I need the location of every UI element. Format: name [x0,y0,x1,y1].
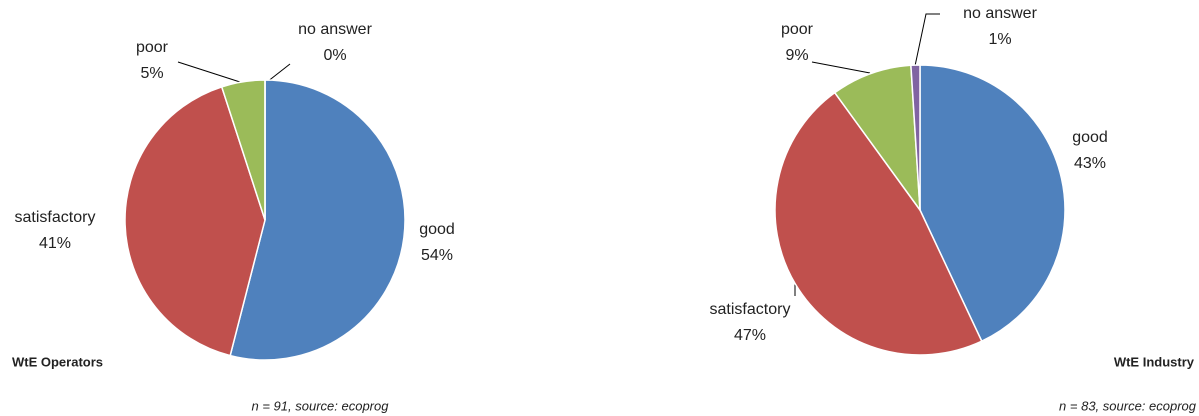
slice-value-label: 54% [421,247,453,264]
pie-slice [910,64,921,211]
slice-value-label: 47% [734,327,766,344]
slice-label: good [1072,129,1108,146]
leader-line [914,13,940,67]
chart-title: WtE Industry [1114,354,1195,369]
slice-value-label: 5% [140,65,163,82]
slice-value-label: 9% [785,47,808,64]
leader-line [177,61,241,83]
leader-line [811,61,871,74]
chart-note: n = 91, source: ecoprog [252,398,390,413]
pie-slice [124,85,266,357]
chart-title: WtE Operators [12,354,103,369]
slice-label: satisfactory [15,209,96,226]
pie-slice [919,64,1066,343]
slice-label: poor [136,39,169,56]
chart-note: n = 83, source: ecoprog [1059,398,1197,413]
slice-label: poor [781,21,814,38]
slice-value-label: 1% [988,31,1011,48]
slice-value-label: 41% [39,235,71,252]
pie-slice [774,91,983,356]
pie-slice [833,64,921,213]
leader-line [266,63,291,83]
slice-label: no answer [963,5,1037,22]
slice-label: satisfactory [710,301,791,318]
slice-label: no answer [298,21,372,38]
slice-label: good [419,221,455,238]
slice-value-label: 0% [323,47,346,64]
pie-slice [229,79,406,361]
slice-value-label: 43% [1074,155,1106,172]
